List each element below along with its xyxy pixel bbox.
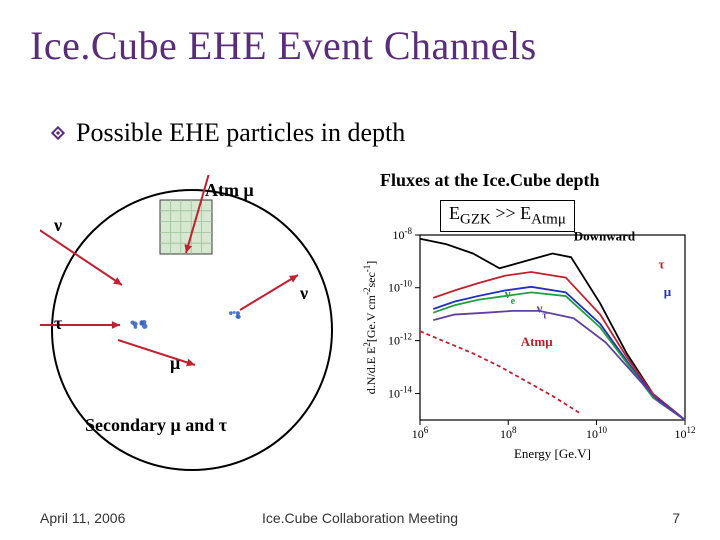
flux-plot: 106 108 1010 1012 10-8 10-10 10-12 10-14 Energy … [360,225,700,485]
svg-text:τ: τ [659,256,665,271]
svg-text:10-14: 10-14 [388,385,412,401]
label-nu-right: ν [300,283,308,304]
svg-text:10-8: 10-8 [393,226,413,242]
flux-title: Fluxes at the Ice.Cube depth [380,170,600,191]
svg-text:μ: μ [664,284,672,299]
svg-text:108: 108 [500,425,517,441]
footer-page: 7 [672,510,680,526]
svg-text:10-12: 10-12 [388,332,412,348]
svg-text:1012: 1012 [675,425,696,441]
svg-text:106: 106 [412,425,429,441]
svg-text:1010: 1010 [586,425,608,441]
svg-text:10-10: 10-10 [388,279,412,295]
diamond-icon [50,125,66,141]
label-nu-left: ν [54,215,62,236]
title-band: Ice.Cube EHE Event Channels [30,22,690,78]
label-secondary: Secondary μ and τ [85,415,227,436]
svg-text:d.N/d.E E2[Ge.V cm-2sec-1]: d.N/d.E E2[Ge.V cm-2sec-1] [362,261,378,395]
svg-text:Atmμ: Atmμ [521,334,554,349]
label-mu: μ [170,353,180,374]
svg-text:Downward: Downward [574,229,636,244]
page-title: Ice.Cube EHE Event Channels [30,23,537,68]
label-atm: Atm μ [205,180,254,201]
footer-meeting: Ice.Cube Collaboration Meeting [0,510,720,526]
bullet-row: Possible EHE particles in depth [50,118,405,148]
label-tau: τ [54,313,62,334]
svg-text:Energy [Ge.V]: Energy [Ge.V] [514,446,591,461]
bullet-text: Possible EHE particles in depth [76,118,405,148]
